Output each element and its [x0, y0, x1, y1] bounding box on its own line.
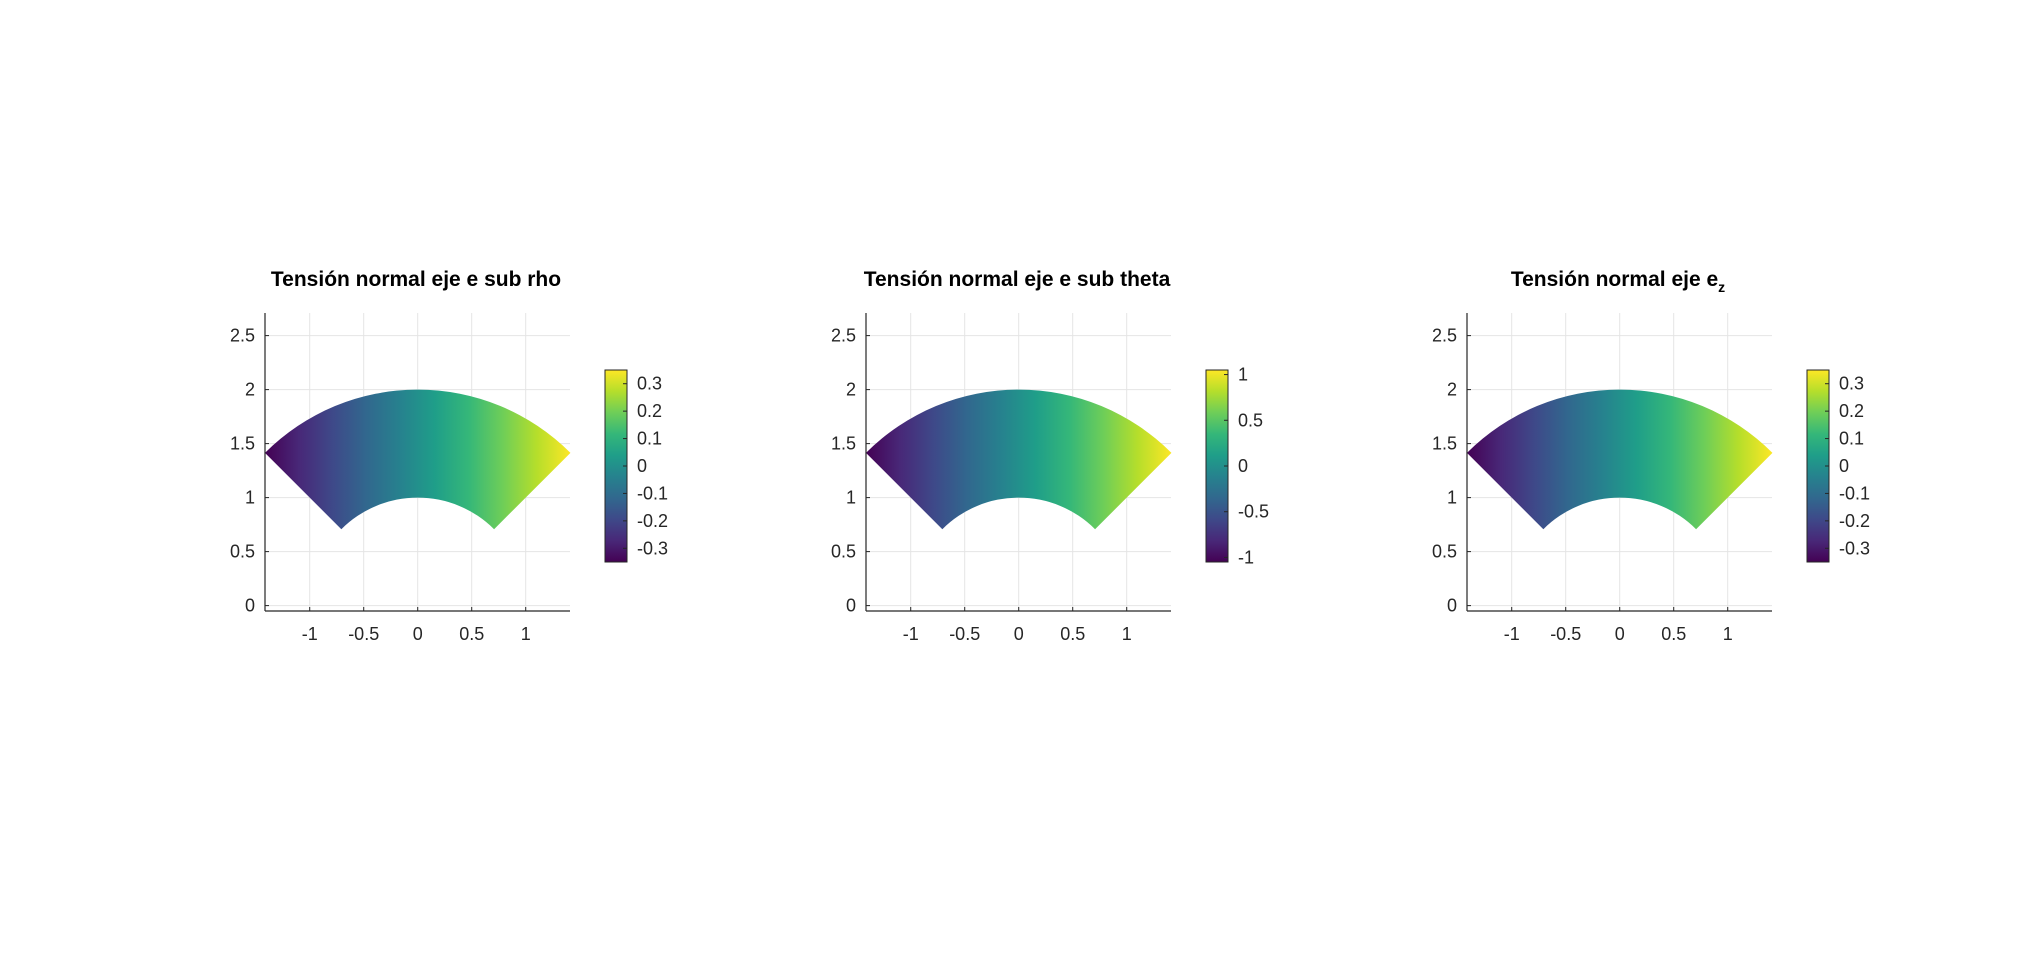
x-tick-label: 0.5: [1661, 624, 1686, 644]
y-tick-label: 0: [846, 596, 856, 616]
colorbar-tick-label: 0.3: [637, 374, 662, 394]
stress-field-sector: [1466, 389, 1773, 530]
stress-field-sector: [865, 389, 1172, 530]
colorbar-tick-label: -1: [1238, 547, 1254, 567]
y-tick-label: 1: [245, 488, 255, 508]
colorbar-tick-label: -0.2: [637, 511, 668, 531]
colorbar-tick-label: 0: [1839, 456, 1849, 476]
y-tick-label: 2.5: [230, 326, 255, 346]
colorbar-tick-label: -0.2: [1839, 511, 1870, 531]
colorbar-tick-label: 0.2: [637, 401, 662, 421]
x-tick-label: 1: [1723, 624, 1733, 644]
y-tick-label: 0.5: [831, 542, 856, 562]
panel-title: Tensión normal eje e sub rho: [271, 268, 561, 291]
x-tick-label: 0: [1014, 624, 1024, 644]
y-tick-label: 0.5: [1432, 542, 1457, 562]
colorbar-tick-label: 0.1: [1839, 429, 1864, 449]
colorbar-tick-label: 0.3: [1839, 374, 1864, 394]
y-tick-label: 1.5: [1432, 434, 1457, 454]
panel-1: Tensión normal eje e sub rho -1 -0.5 0 0.5 1…: [230, 268, 668, 644]
colorbar-tick-label: -0.1: [1839, 483, 1870, 503]
colorbar-tick-label: 0.5: [1238, 410, 1263, 430]
y-tick-label: 2: [1447, 380, 1457, 400]
y-tick-label: 2.5: [1432, 326, 1457, 346]
x-tick-label: 0: [1615, 624, 1625, 644]
x-tick-label: -1: [1504, 624, 1520, 644]
x-tick-label: 1: [1122, 624, 1132, 644]
panel-3: Tensión normal eje ez -1 -0.5 0 0.5 1 0 0.5 1 1.…: [1432, 268, 1870, 644]
colorbar-tick-label: -0.3: [637, 538, 668, 558]
colorbar-tick-label: 0: [1238, 456, 1248, 476]
y-tick-label: 2: [245, 380, 255, 400]
panel-title-sub: z: [1718, 279, 1725, 295]
y-tick-label: 0: [1447, 596, 1457, 616]
y-tick-label: 2: [846, 380, 856, 400]
colorbar-tick-label: 0.1: [637, 429, 662, 449]
x-tick-label: 0: [413, 624, 423, 644]
x-tick-label: -1: [903, 624, 919, 644]
x-tick-label: -1: [302, 624, 318, 644]
colorbar-tick-label: 1: [1238, 365, 1248, 385]
colorbar-tick-label: -0.1: [637, 483, 668, 503]
panel-title-main: Tensión normal eje e: [1511, 268, 1718, 291]
panel-title-main: Tensión normal eje e sub theta: [864, 268, 1171, 291]
y-tick-label: 0.5: [230, 542, 255, 562]
x-tick-label: 0.5: [1060, 624, 1085, 644]
x-tick-label: -0.5: [348, 624, 379, 644]
stress-field-sector: [264, 389, 571, 530]
y-tick-label: 1: [846, 488, 856, 508]
x-tick-label: 1: [521, 624, 531, 644]
panel-title-main: Tensión normal eje e sub rho: [271, 268, 561, 291]
colorbar-tick-label: 0: [637, 456, 647, 476]
y-tick-label: 0: [245, 596, 255, 616]
y-tick-label: 1.5: [230, 434, 255, 454]
panel-title: Tensión normal eje e sub theta: [864, 268, 1171, 291]
x-tick-label: -0.5: [1550, 624, 1581, 644]
panel-title: Tensión normal eje ez: [1511, 268, 1725, 295]
colorbar-tick-label: -0.3: [1839, 538, 1870, 558]
x-tick-label: -0.5: [949, 624, 980, 644]
panel-2: Tensión normal eje e sub theta -1 -0.5 0 0.…: [831, 268, 1269, 644]
colorbar-tick-label: 0.2: [1839, 401, 1864, 421]
colorbar-tick-label: -0.5: [1238, 502, 1269, 522]
y-tick-label: 2.5: [831, 326, 856, 346]
y-tick-label: 1: [1447, 488, 1457, 508]
x-tick-label: 0.5: [459, 624, 484, 644]
y-tick-label: 1.5: [831, 434, 856, 454]
